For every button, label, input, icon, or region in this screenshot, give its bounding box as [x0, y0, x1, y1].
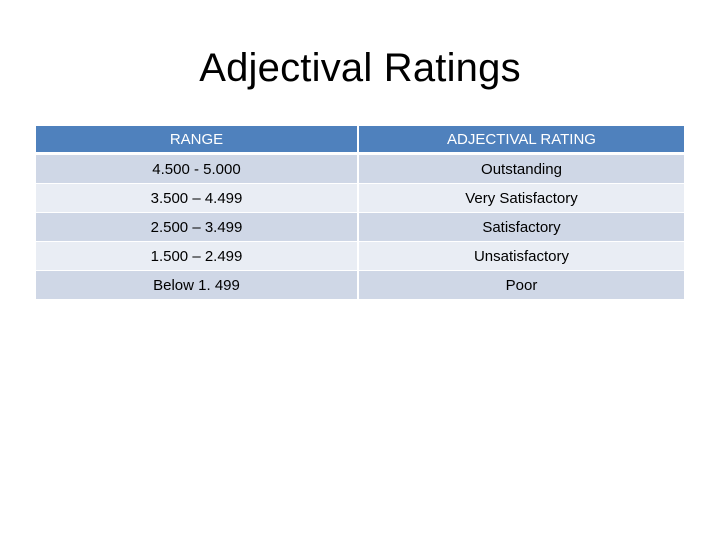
- header-range: RANGE: [36, 126, 359, 154]
- table-row: 4.500 - 5.000 Outstanding: [36, 154, 684, 183]
- header-adjectival-rating: ADJECTIVAL RATING: [359, 126, 684, 154]
- rating-cell: Satisfactory: [359, 212, 684, 241]
- range-cell: 4.500 - 5.000: [36, 154, 359, 183]
- range-cell: 2.500 – 3.499: [36, 212, 359, 241]
- slide-title: Adjectival Ratings: [199, 46, 521, 90]
- table-row: Below 1. 499 Poor: [36, 270, 684, 299]
- table-row: 3.500 – 4.499 Very Satisfactory: [36, 183, 684, 212]
- range-cell: Below 1. 499: [36, 270, 359, 299]
- table-row: 2.500 – 3.499 Satisfactory: [36, 212, 684, 241]
- range-cell: 1.500 – 2.499: [36, 241, 359, 270]
- rating-cell: Unsatisfactory: [359, 241, 684, 270]
- rating-cell: Very Satisfactory: [359, 183, 684, 212]
- rating-cell: Outstanding: [359, 154, 684, 183]
- rating-cell: Poor: [359, 270, 684, 299]
- ratings-table: RANGE ADJECTIVAL RATING 4.500 - 5.000 Ou…: [36, 126, 684, 299]
- table-header-row: RANGE ADJECTIVAL RATING: [36, 126, 684, 154]
- table-row: 1.500 – 2.499 Unsatisfactory: [36, 241, 684, 270]
- range-cell: 3.500 – 4.499: [36, 183, 359, 212]
